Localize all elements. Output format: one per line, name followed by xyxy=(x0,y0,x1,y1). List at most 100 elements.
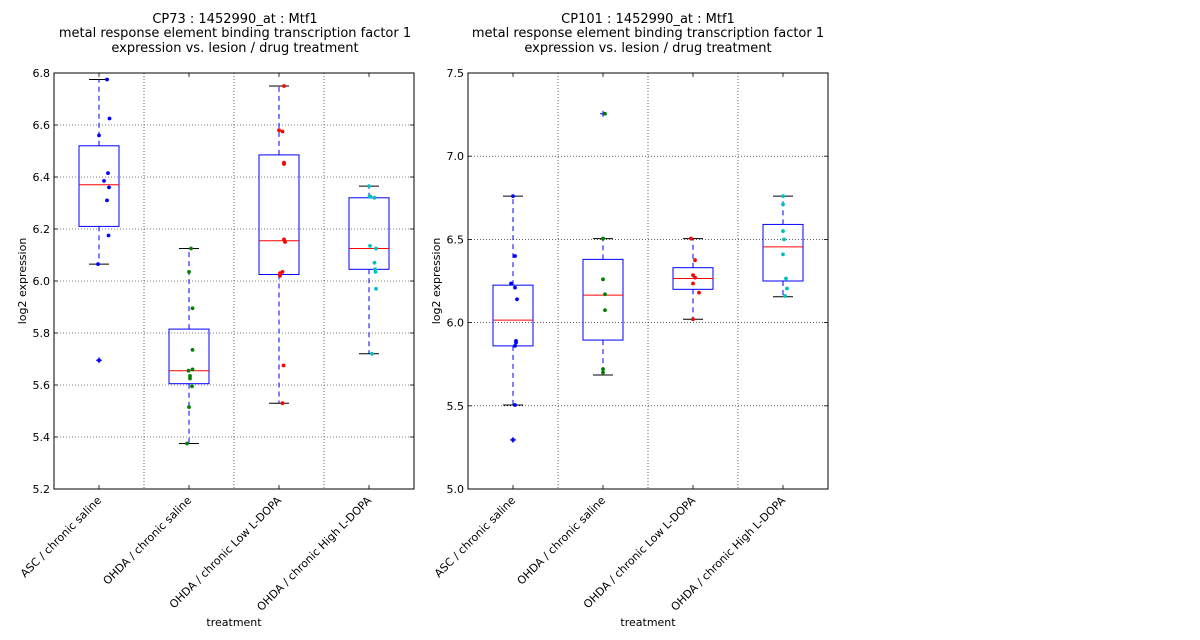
data-point xyxy=(601,367,605,372)
data-point xyxy=(283,240,287,244)
data-point xyxy=(693,258,697,263)
plot-area-left: 5.2 5.4 5.6 5.8 6.0 6.2 6.4 6.6 6.8 ASC / chronic… xyxy=(18,67,415,614)
data-point xyxy=(282,84,286,88)
chart-left: CP73 : 1452990_at : Mtf1 metal response … xyxy=(16,12,415,629)
chart-title-line-2: metal response element binding transcrip… xyxy=(472,26,824,41)
plot-area-right: 5.0 5.5 6.0 6.5 7.0 7.5 ASC / chronic salineOH… xyxy=(432,67,829,614)
data-point xyxy=(105,198,109,203)
data-point xyxy=(515,297,519,302)
data-point xyxy=(373,270,378,274)
data-point xyxy=(689,236,693,241)
data-point xyxy=(190,384,194,389)
data-point xyxy=(370,351,374,356)
data-point xyxy=(106,171,110,176)
data-point xyxy=(190,306,195,311)
y-tick-label: 7.5 xyxy=(447,67,465,80)
x-axis-label: treatment xyxy=(620,616,676,629)
y-tick-label: 6.8 xyxy=(33,67,51,80)
data-point xyxy=(372,195,377,200)
data-point xyxy=(783,294,787,298)
y-tick-label: 5.8 xyxy=(33,327,51,340)
x-tick-label: OHDA / chronic saline xyxy=(101,494,195,588)
data-point xyxy=(107,116,112,121)
x-axis-label: treatment xyxy=(206,616,262,629)
data-point xyxy=(277,128,281,133)
data-point xyxy=(374,286,378,291)
data-point xyxy=(280,129,285,134)
data-point xyxy=(601,236,605,241)
box-iqr xyxy=(492,284,534,347)
data-point xyxy=(374,246,378,251)
data-point xyxy=(107,185,111,190)
data-point xyxy=(105,77,109,82)
data-point xyxy=(281,363,286,368)
chart-right: CP101 : 1452990_at : Mtf1 metal response… xyxy=(430,12,829,629)
y-tick-label: 7.0 xyxy=(447,150,465,163)
box-iqr xyxy=(762,223,804,282)
y-tick-label: 6.0 xyxy=(33,275,51,288)
data-point xyxy=(782,237,786,242)
data-point xyxy=(513,285,517,290)
chart-title-line-3: expression vs. lesion / drug treatment xyxy=(524,41,771,56)
data-point xyxy=(106,233,111,238)
y-tick-label: 5.0 xyxy=(447,483,465,496)
chart-title-line-1: CP73 : 1452990_at : Mtf1 xyxy=(152,12,317,27)
data-point xyxy=(781,229,785,233)
x-tick-label: ASC / chronic saline xyxy=(432,494,518,580)
data-point xyxy=(187,405,191,409)
y-tick-label: 6.0 xyxy=(447,317,465,330)
data-point xyxy=(693,275,697,280)
data-point xyxy=(603,111,607,116)
data-point xyxy=(513,343,517,348)
data-point xyxy=(514,340,518,345)
data-point xyxy=(509,281,513,286)
plot-frame xyxy=(53,72,415,490)
data-point xyxy=(691,281,695,286)
data-point xyxy=(601,370,605,375)
chart-title-line-1: CP101 : 1452990_at : Mtf1 xyxy=(561,12,735,27)
data-point xyxy=(603,308,607,313)
data-point xyxy=(513,254,517,258)
box-iqr xyxy=(78,145,120,227)
data-point xyxy=(691,317,695,322)
y-tick-label: 6.2 xyxy=(33,223,51,236)
box-iqr xyxy=(168,328,210,385)
data-point xyxy=(513,403,517,407)
data-point xyxy=(781,252,785,257)
data-point xyxy=(784,276,788,281)
y-tick-label: 5.6 xyxy=(33,379,51,392)
plot-frame xyxy=(467,72,829,490)
box-iqr xyxy=(582,258,624,341)
data-point xyxy=(97,358,101,363)
data-point xyxy=(190,367,195,372)
y-tick-label: 5.4 xyxy=(33,431,51,444)
y-axis-label: log2 expression xyxy=(16,238,29,325)
y-axis-label: log2 expression xyxy=(430,238,443,325)
y-tick-label: 6.4 xyxy=(33,171,51,184)
data-point xyxy=(781,194,785,199)
data-point xyxy=(367,184,371,189)
data-point xyxy=(511,194,515,199)
data-point xyxy=(189,246,193,251)
data-point xyxy=(601,277,605,282)
data-point xyxy=(278,271,282,276)
x-tick-label: OHDA / chronic saline xyxy=(515,494,609,588)
data-point xyxy=(188,374,192,378)
y-tick-label: 5.5 xyxy=(447,400,465,413)
chart-title-line-3: expression vs. lesion / drug treatment xyxy=(111,41,358,56)
data-point xyxy=(367,194,372,199)
chart-title-line-2: metal response element binding transcrip… xyxy=(59,26,411,41)
data-point xyxy=(188,376,192,381)
x-tick-label: ASC / chronic saline xyxy=(18,494,104,580)
data-point xyxy=(190,348,195,352)
data-point xyxy=(603,292,607,297)
data-point xyxy=(278,273,282,278)
data-point xyxy=(511,438,515,442)
data-point xyxy=(185,441,189,446)
y-tick-label: 5.2 xyxy=(33,483,51,496)
box-iqr xyxy=(348,197,390,270)
box-iqr xyxy=(258,154,300,275)
data-point xyxy=(697,290,701,295)
y-tick-label: 6.6 xyxy=(33,119,51,132)
data-point xyxy=(280,401,285,406)
